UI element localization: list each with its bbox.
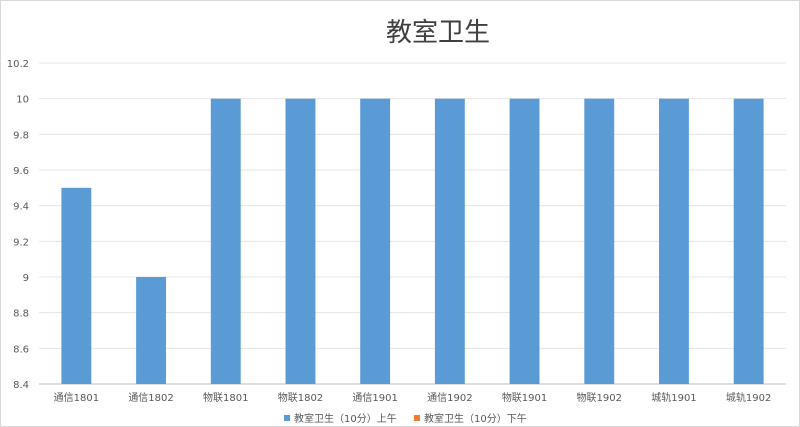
bar-物联1801 xyxy=(210,98,241,385)
legend-label: 教室卫生（10分）下午 xyxy=(424,412,527,425)
legend-swatch xyxy=(414,415,420,421)
y-axis: 8.4 8.6 8.8 9 9.2 9.4 9.6 9.8 10 10.2 xyxy=(7,59,29,391)
bar-物联1802 xyxy=(285,98,316,385)
y-tick-label: 10 xyxy=(16,95,29,106)
x-tick-label: 通信1802 xyxy=(128,392,173,404)
x-tick-label: 通信1901 xyxy=(352,392,397,404)
bars xyxy=(61,98,764,385)
y-tick-label: 10.2 xyxy=(7,59,29,70)
x-tick-label: 通信1902 xyxy=(427,392,472,404)
y-tick-label: 8.4 xyxy=(13,380,29,391)
bar-物联1901 xyxy=(509,98,540,385)
bar-城轨1902 xyxy=(733,98,764,385)
bar-通信1902 xyxy=(434,98,465,385)
y-tick-label: 9.2 xyxy=(13,237,29,248)
legend-label: 教室卫生（10分）上午 xyxy=(294,412,397,425)
x-tick-label: 物联1802 xyxy=(278,391,323,404)
y-tick-label: 9.6 xyxy=(13,166,29,177)
x-tick-label: 城轨1902 xyxy=(726,391,771,404)
bar-城轨1901 xyxy=(659,98,689,385)
x-tick-label: 通信1801 xyxy=(54,392,99,404)
bar-通信1901 xyxy=(360,98,391,385)
y-tick-label: 9.4 xyxy=(13,202,29,213)
x-tick-label: 物联1801 xyxy=(203,391,248,404)
y-tick-label: 9.8 xyxy=(13,130,29,141)
y-tick-label: 8.6 xyxy=(13,344,29,355)
y-tick-label: 9 xyxy=(23,273,29,284)
legend: 教室卫生（10分）上午 教室卫生（10分）下午 xyxy=(284,412,527,425)
x-tick-label: 城轨1901 xyxy=(651,391,696,404)
chart-title: 教室卫生 xyxy=(386,18,490,48)
bar-通信1801 xyxy=(61,187,92,384)
bar-物联1902 xyxy=(584,98,615,385)
x-axis: 通信1801 通信1802 物联1801 物联1802 通信1901 通信1902 物联19… xyxy=(54,391,772,404)
legend-swatch xyxy=(284,415,290,421)
x-tick-label: 物联1901 xyxy=(502,391,547,404)
y-tick-label: 8.8 xyxy=(13,309,29,320)
x-tick-label: 物联1902 xyxy=(577,391,622,404)
bar-通信1802 xyxy=(136,277,166,384)
